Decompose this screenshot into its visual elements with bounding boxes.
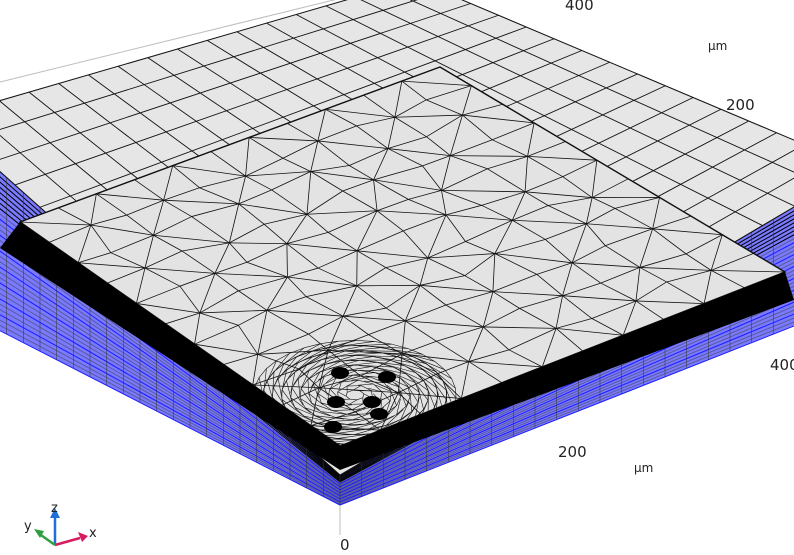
electrode-dot: [327, 396, 345, 408]
electrode-dot: [370, 408, 388, 420]
tick-label-right-edge: 400: [770, 356, 794, 374]
unit-label-top: µm: [708, 39, 727, 53]
electrode-dot: [378, 371, 396, 383]
electrode-dots: [324, 367, 396, 433]
tick-label-top: 400: [565, 0, 594, 14]
tick-label-right-upper: 200: [726, 96, 755, 114]
triad-label-x: x: [89, 526, 97, 541]
top-edge-band: [0, 222, 794, 470]
axis-labels: 400 µm 200 400 200 µm 0: [340, 0, 794, 554]
tick-label-lower: 200: [558, 443, 587, 461]
electrode-dot: [324, 421, 342, 433]
tick-label-origin: 0: [340, 536, 350, 554]
top-surface: [0, 0, 794, 476]
unit-label-bottom: µm: [634, 461, 653, 475]
electrode-dot: [363, 396, 381, 408]
triad-label-z: z: [51, 501, 58, 516]
electrode-dot: [331, 367, 349, 379]
coordinate-triad-icon: z x y: [24, 501, 97, 547]
triad-label-y: y: [24, 519, 32, 534]
